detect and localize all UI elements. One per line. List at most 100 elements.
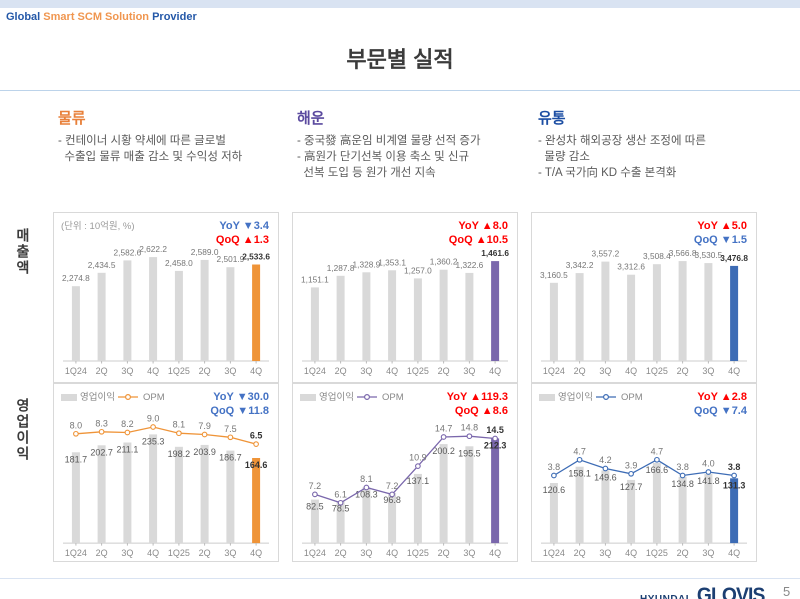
- svg-text:3Q: 3Q: [463, 366, 475, 376]
- svg-text:2,434.5: 2,434.5: [88, 260, 116, 270]
- svg-text:4.7: 4.7: [573, 446, 586, 456]
- svg-text:158.1: 158.1: [568, 469, 591, 479]
- svg-text:134.8: 134.8: [671, 479, 694, 489]
- svg-text:82.5: 82.5: [306, 502, 324, 512]
- svg-text:2,274.8: 2,274.8: [62, 273, 90, 283]
- svg-text:2Q: 2Q: [96, 366, 108, 376]
- svg-text:QoQ ▲10.5: QoQ ▲10.5: [449, 234, 508, 246]
- svg-text:4.2: 4.2: [599, 455, 612, 465]
- svg-text:1Q25: 1Q25: [168, 366, 190, 376]
- svg-text:2Q: 2Q: [335, 366, 347, 376]
- svg-text:8.2: 8.2: [121, 419, 134, 429]
- svg-text:2Q: 2Q: [574, 366, 586, 376]
- svg-text:QoQ ▲1.3: QoQ ▲1.3: [216, 234, 269, 246]
- svg-text:108.3: 108.3: [355, 489, 378, 499]
- svg-text:QoQ ▼1.5: QoQ ▼1.5: [694, 234, 747, 246]
- svg-text:1,257.0: 1,257.0: [404, 265, 432, 275]
- svg-text:OPM: OPM: [621, 392, 643, 403]
- svg-text:4Q: 4Q: [728, 548, 740, 558]
- svg-text:202.7: 202.7: [90, 447, 113, 457]
- svg-text:2Q: 2Q: [199, 366, 211, 376]
- svg-text:212.3: 212.3: [484, 440, 507, 450]
- svg-text:영업이익: 영업이익: [80, 391, 115, 403]
- svg-text:164.6: 164.6: [245, 460, 268, 470]
- svg-text:3,566.8: 3,566.8: [669, 248, 697, 258]
- svg-text:4.7: 4.7: [651, 446, 664, 456]
- svg-text:4Q: 4Q: [489, 548, 501, 558]
- svg-text:7.2: 7.2: [386, 481, 399, 491]
- svg-text:2Q: 2Q: [438, 548, 450, 558]
- svg-text:4Q: 4Q: [250, 366, 262, 376]
- svg-text:3Q: 3Q: [360, 366, 372, 376]
- svg-text:4Q: 4Q: [250, 548, 262, 558]
- svg-text:141.8: 141.8: [697, 476, 720, 486]
- svg-text:6.5: 6.5: [250, 431, 263, 441]
- svg-text:3Q: 3Q: [121, 366, 133, 376]
- svg-text:2Q: 2Q: [677, 366, 689, 376]
- svg-text:3Q: 3Q: [599, 548, 611, 558]
- svg-text:3Q: 3Q: [121, 548, 133, 558]
- svg-text:4Q: 4Q: [728, 366, 740, 376]
- svg-text:8.1: 8.1: [173, 420, 186, 430]
- svg-text:3.8: 3.8: [548, 462, 561, 472]
- svg-text:200.2: 200.2: [432, 446, 455, 456]
- svg-text:7.9: 7.9: [198, 421, 211, 431]
- svg-text:9.0: 9.0: [147, 414, 160, 424]
- svg-text:14.5: 14.5: [486, 425, 504, 435]
- svg-text:영업이익: 영업이익: [319, 391, 354, 403]
- svg-text:3Q: 3Q: [224, 366, 236, 376]
- svg-text:1Q25: 1Q25: [646, 548, 668, 558]
- svg-text:3.8: 3.8: [676, 462, 689, 472]
- svg-text:211.1: 211.1: [116, 445, 138, 455]
- svg-text:4Q: 4Q: [625, 548, 637, 558]
- svg-text:YoY ▼30.0: YoY ▼30.0: [213, 391, 269, 403]
- svg-text:203.9: 203.9: [193, 447, 216, 457]
- svg-text:127.7: 127.7: [620, 482, 643, 492]
- svg-text:4Q: 4Q: [489, 366, 501, 376]
- svg-text:1Q24: 1Q24: [65, 366, 87, 376]
- svg-text:2,533.6: 2,533.6: [242, 252, 270, 262]
- svg-text:8.1: 8.1: [360, 474, 373, 484]
- svg-text:2,458.0: 2,458.0: [165, 258, 193, 268]
- svg-text:1Q24: 1Q24: [65, 548, 87, 558]
- svg-text:4.0: 4.0: [702, 459, 715, 469]
- svg-text:QoQ ▲8.6: QoQ ▲8.6: [455, 405, 508, 417]
- svg-text:3Q: 3Q: [360, 548, 372, 558]
- svg-text:1,287.8: 1,287.8: [327, 263, 355, 273]
- svg-text:2,501.9: 2,501.9: [217, 254, 245, 264]
- svg-text:3Q: 3Q: [224, 548, 236, 558]
- svg-text:3,508.4: 3,508.4: [643, 251, 671, 261]
- svg-text:186.7: 186.7: [219, 453, 242, 463]
- svg-text:YoY ▼3.4: YoY ▼3.4: [219, 220, 270, 232]
- svg-text:1,461.6: 1,461.6: [481, 248, 509, 258]
- svg-text:1Q25: 1Q25: [407, 366, 429, 376]
- svg-text:3Q: 3Q: [702, 366, 714, 376]
- svg-text:2,582.6: 2,582.6: [114, 247, 142, 257]
- svg-text:3,476.8: 3,476.8: [720, 253, 748, 263]
- svg-text:1Q24: 1Q24: [304, 548, 326, 558]
- svg-text:7.5: 7.5: [224, 424, 237, 434]
- svg-text:120.6: 120.6: [543, 485, 566, 495]
- svg-text:1,151.1: 1,151.1: [301, 274, 329, 284]
- svg-text:YoY ▲2.8: YoY ▲2.8: [697, 391, 747, 403]
- svg-text:영업이익: 영업이익: [558, 391, 593, 403]
- svg-text:(단위 : 10억원, %): (단위 : 10억원, %): [61, 220, 135, 232]
- svg-text:6.1: 6.1: [334, 489, 347, 499]
- svg-text:8.0: 8.0: [70, 420, 83, 430]
- svg-text:235.3: 235.3: [142, 436, 165, 446]
- svg-text:3Q: 3Q: [599, 366, 611, 376]
- svg-text:3,160.5: 3,160.5: [540, 270, 568, 280]
- svg-text:195.5: 195.5: [458, 448, 481, 458]
- svg-text:3,557.2: 3,557.2: [592, 249, 620, 259]
- svg-text:14.8: 14.8: [461, 423, 479, 433]
- svg-text:3,530.5: 3,530.5: [695, 250, 723, 260]
- svg-text:1Q25: 1Q25: [168, 548, 190, 558]
- svg-text:YoY ▲119.3: YoY ▲119.3: [447, 391, 508, 403]
- svg-text:7.2: 7.2: [309, 481, 322, 491]
- svg-text:3Q: 3Q: [702, 548, 714, 558]
- svg-text:2Q: 2Q: [574, 548, 586, 558]
- svg-text:YoY ▲8.0: YoY ▲8.0: [458, 220, 508, 232]
- svg-text:QoQ ▼11.8: QoQ ▼11.8: [210, 405, 269, 417]
- svg-text:1Q25: 1Q25: [646, 366, 668, 376]
- svg-text:1Q25: 1Q25: [407, 548, 429, 558]
